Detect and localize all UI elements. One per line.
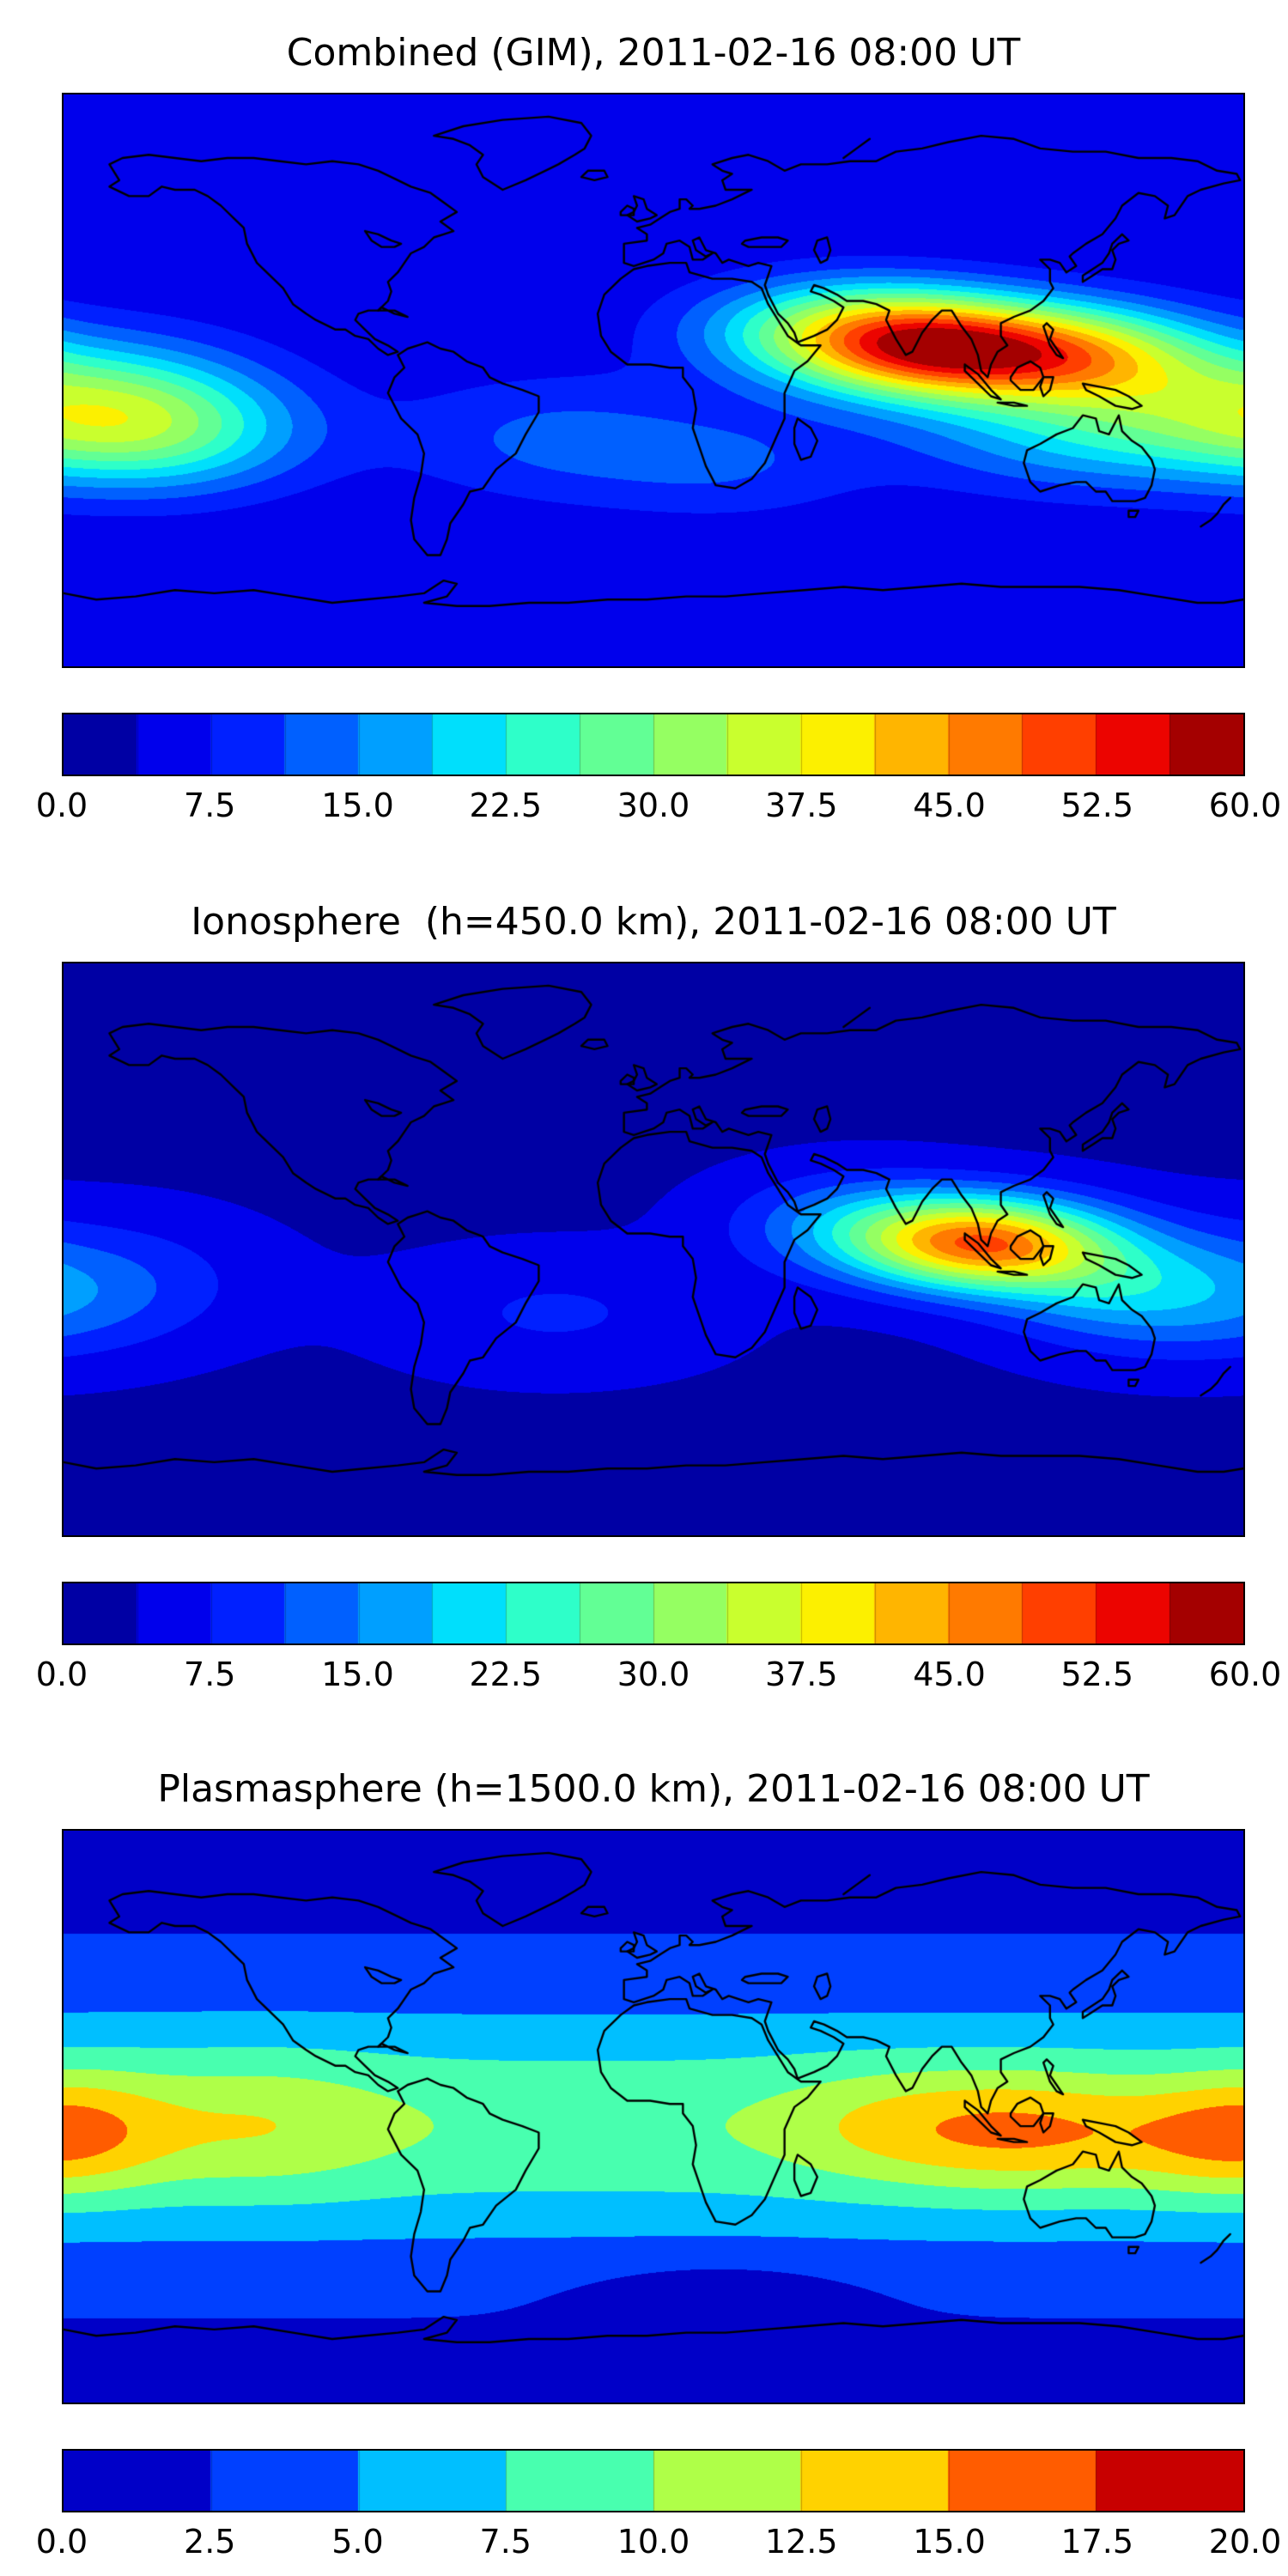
panel-title: Combined (GIM), 2011-02-16 08:00 UT	[286, 31, 1021, 75]
tick-label: 60.0	[1208, 787, 1282, 824]
tick-label: 15.0	[321, 1656, 394, 1693]
tick-label: 10.0	[617, 2523, 690, 2561]
colorbar-canvas	[64, 2451, 1243, 2511]
tick-label: 45.0	[913, 1656, 986, 1693]
colorbar	[62, 713, 1245, 776]
tick-label: 20.0	[1208, 2523, 1282, 2561]
colorbar-tick-labels: 0.0 7.5 15.0 22.5 30.0 37.5 45.0 52.5 60…	[36, 787, 1282, 829]
tick-label: 15.0	[321, 787, 394, 824]
tick-label: 7.5	[479, 2523, 532, 2561]
map-ionosphere	[62, 962, 1245, 1537]
panel-plasmasphere: Plasmasphere (h=1500.0 km), 2011-02-16 0…	[0, 1765, 1288, 2566]
tick-label: 0.0	[35, 787, 88, 824]
map-canvas	[64, 1831, 1243, 2403]
colorbar-tick-labels: 0.0 2.5 5.0 7.5 10.0 12.5 15.0 17.5 20.0	[36, 2523, 1282, 2566]
panel-combined-gim: Combined (GIM), 2011-02-16 08:00 UT 0.0 …	[0, 29, 1288, 829]
tick-label: 7.5	[184, 1656, 236, 1693]
tick-label: 60.0	[1208, 1656, 1282, 1693]
colorbar	[62, 2449, 1245, 2512]
tick-label: 22.5	[469, 1656, 543, 1693]
panel-title: Ionosphere (h=450.0 km), 2011-02-16 08:0…	[191, 900, 1116, 944]
tick-label: 37.5	[764, 1656, 838, 1693]
colorbar-tick-labels: 0.0 7.5 15.0 22.5 30.0 37.5 45.0 52.5 60…	[36, 1656, 1282, 1698]
tick-label: 17.5	[1060, 2523, 1134, 2561]
tick-label: 22.5	[469, 787, 543, 824]
colorbar-canvas	[64, 714, 1243, 775]
tick-label: 0.0	[35, 2523, 88, 2561]
tick-label: 30.0	[617, 1656, 690, 1693]
tick-label: 52.5	[1060, 787, 1134, 824]
tick-label: 0.0	[35, 1656, 88, 1693]
colorbar	[62, 1582, 1245, 1645]
tick-label: 2.5	[184, 2523, 236, 2561]
tick-label: 30.0	[617, 787, 690, 824]
tick-label: 15.0	[913, 2523, 986, 2561]
tick-label: 52.5	[1060, 1656, 1134, 1693]
tick-label: 37.5	[764, 787, 838, 824]
map-canvas	[64, 94, 1243, 666]
map-plasmasphere	[62, 1829, 1245, 2404]
tick-label: 7.5	[184, 787, 236, 824]
map-canvas	[64, 963, 1243, 1535]
panel-title: Plasmasphere (h=1500.0 km), 2011-02-16 0…	[157, 1767, 1150, 1811]
panel-ionosphere: Ionosphere (h=450.0 km), 2011-02-16 08:0…	[0, 898, 1288, 1698]
colorbar-canvas	[64, 1583, 1243, 1643]
tick-label: 45.0	[913, 787, 986, 824]
map-combined-gim	[62, 93, 1245, 668]
tick-label: 12.5	[764, 2523, 838, 2561]
tick-label: 5.0	[331, 2523, 384, 2561]
